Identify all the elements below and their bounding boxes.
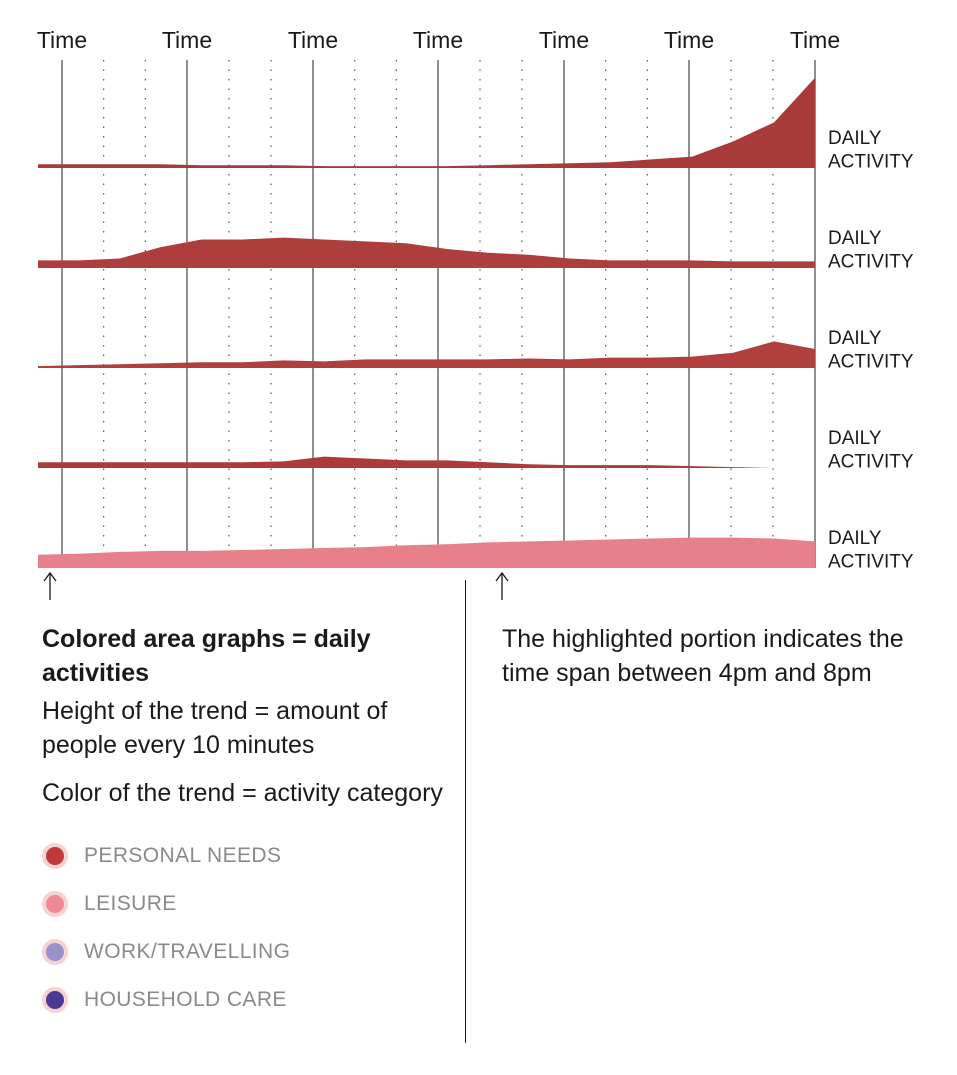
series-area <box>38 537 815 568</box>
category-household-care: HOUSEHOLD CARE <box>42 976 452 1024</box>
category-leisure: LEISURE <box>42 880 452 928</box>
legend-title: Colored area graphs = daily activities <box>42 625 371 687</box>
category-dot <box>42 843 68 869</box>
category-dot <box>42 987 68 1013</box>
legend-color-text: Color of the trend = activity category <box>42 779 443 807</box>
series-label: ACTIVITY <box>828 152 914 173</box>
category-label: WORK/TRAVELLING <box>84 940 291 963</box>
category-work-travelling: WORK/TRAVELLING <box>42 928 452 976</box>
arrow-left-icon <box>43 571 57 600</box>
series-area <box>38 456 815 468</box>
category-label: HOUSEHOLD CARE <box>84 988 287 1011</box>
time-tick-label: Time <box>288 27 338 53</box>
time-tick-label: Time <box>37 27 87 53</box>
time-tick-label: Time <box>790 27 840 53</box>
highlight-note: The highlighted portion indicates the ti… <box>502 625 904 687</box>
time-tick-label: Time <box>664 27 714 53</box>
activity-area-chart: Time Time Time Time Time Time Time DAILY ACTIVIT… <box>37 27 914 600</box>
legend-left: Colored area graphs = daily activities H… <box>42 622 452 1024</box>
series-area <box>38 237 815 268</box>
category-dot <box>42 939 68 965</box>
series-label: DAILY <box>828 328 882 349</box>
time-tick-label: Time <box>162 27 212 53</box>
series-area <box>38 341 815 368</box>
series-label: DAILY <box>828 428 882 449</box>
series-label: ACTIVITY <box>828 252 914 273</box>
arrow-highlight-icon <box>495 571 509 600</box>
series-label: DAILY <box>828 128 882 149</box>
time-tick-label: Time <box>413 27 463 53</box>
series-label: ACTIVITY <box>828 552 914 573</box>
series-label: DAILY <box>828 228 882 249</box>
legend-height-text: Height of the trend = amount of people e… <box>42 697 388 759</box>
series-label: ACTIVITY <box>828 352 914 373</box>
category-list: PERSONAL NEEDS LEISURE WORK/TRAVELLING H… <box>42 832 452 1024</box>
legend-right: The highlighted portion indicates the ti… <box>502 622 922 690</box>
series-label: ACTIVITY <box>828 452 914 473</box>
category-personal-needs: PERSONAL NEEDS <box>42 832 452 880</box>
series-label: DAILY <box>828 528 882 549</box>
category-label: LEISURE <box>84 892 177 915</box>
category-label: PERSONAL NEEDS <box>84 844 282 867</box>
legend-divider <box>465 580 466 1043</box>
time-tick-label: Time <box>539 27 589 53</box>
series-area <box>38 77 815 168</box>
category-dot <box>42 891 68 917</box>
